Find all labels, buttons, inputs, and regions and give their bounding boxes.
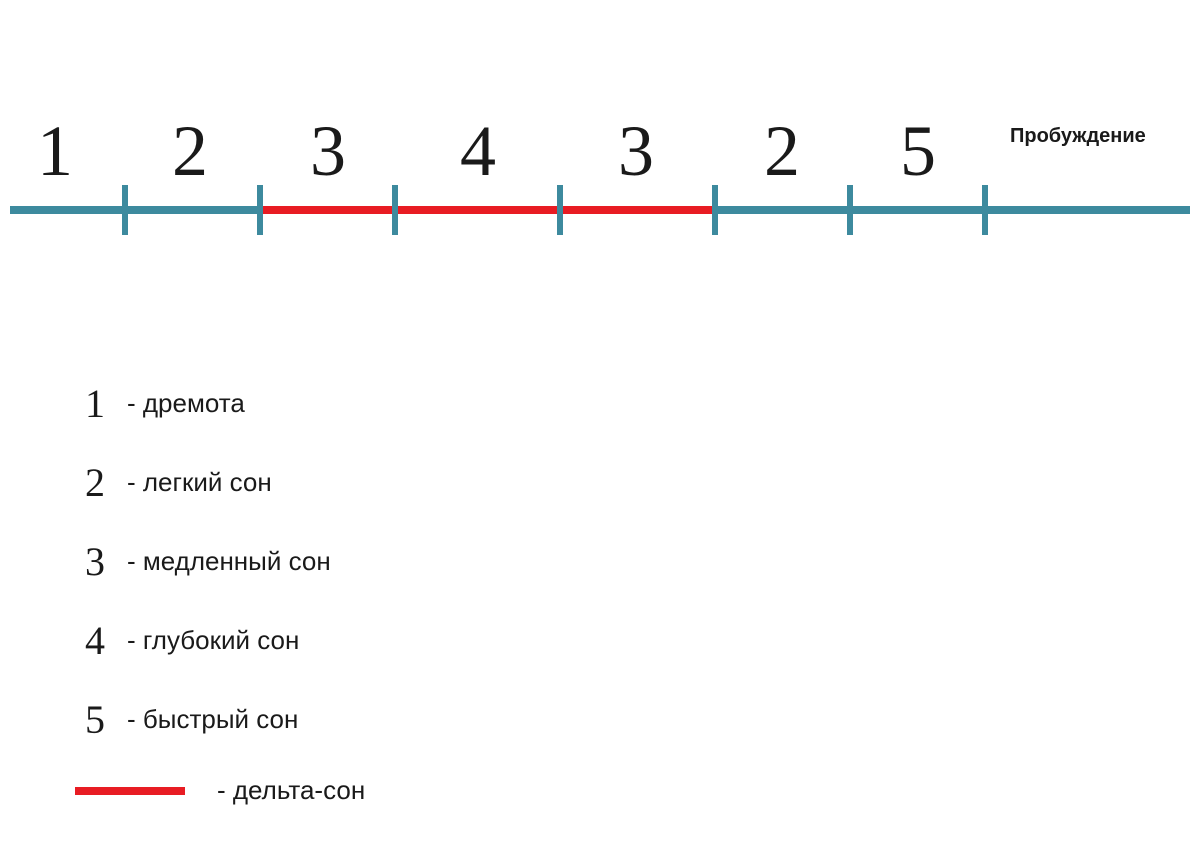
legend-number: 2 bbox=[75, 459, 115, 506]
stage-number: 4 bbox=[460, 110, 496, 193]
legend-label: - медленный сон bbox=[127, 546, 331, 577]
timeline: 1234325 Пробуждение bbox=[0, 120, 1200, 270]
stage-number: 5 bbox=[900, 110, 936, 193]
legend-number: 4 bbox=[75, 617, 115, 664]
awakening-label: Пробуждение bbox=[1010, 125, 1146, 148]
legend-item: 5 - быстрый сон bbox=[75, 696, 365, 743]
legend-item: 1 - дремота bbox=[75, 380, 365, 427]
stage-number: 2 bbox=[172, 110, 208, 193]
legend-number: 1 bbox=[75, 380, 115, 427]
legend-label: - быстрый сон bbox=[127, 704, 298, 735]
legend-item: 4 - глубокий сон bbox=[75, 617, 365, 664]
stage-number: 3 bbox=[618, 110, 654, 193]
legend-label: - дремота bbox=[127, 388, 245, 419]
legend-item: 3 - медленный сон bbox=[75, 538, 365, 585]
legend-number: 3 bbox=[75, 538, 115, 585]
legend-item: 2 - легкий сон bbox=[75, 459, 365, 506]
stage-number: 1 bbox=[37, 110, 73, 193]
legend-label: - глубокий сон bbox=[127, 625, 299, 656]
legend-number: 5 bbox=[75, 696, 115, 743]
legend-label: - дельта-сон bbox=[217, 775, 365, 806]
delta-line-swatch bbox=[75, 787, 185, 795]
stage-number: 2 bbox=[764, 110, 800, 193]
legend-label: - легкий сон bbox=[127, 467, 272, 498]
legend: 1 - дремота 2 - легкий сон 3 - медленный сон 4… bbox=[75, 380, 365, 838]
legend-item-delta: - дельта-сон bbox=[75, 775, 365, 806]
stage-number: 3 bbox=[310, 110, 346, 193]
